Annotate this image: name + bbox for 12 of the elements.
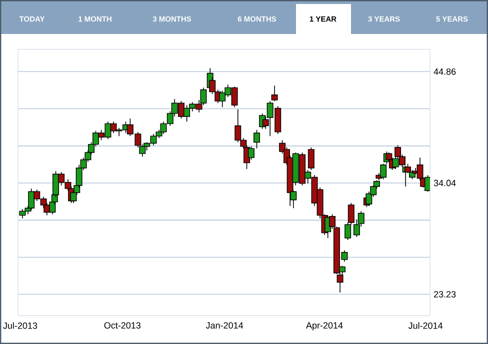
x-tick-label: Jan-2014: [206, 322, 244, 329]
x-tick-label: Apr-2014: [306, 322, 343, 330]
x-tick-label: Jul-2013: [3, 322, 38, 329]
candlestick: [271, 85, 278, 102]
candlestick: [248, 146, 254, 160]
y-tick-label: 23.23: [434, 291, 456, 298]
x-tick-label: Jul-2014: [408, 322, 443, 329]
y-tick-label: 44.86: [434, 68, 456, 75]
candlestick: [308, 146, 314, 170]
candlestick: [254, 129, 260, 149]
y-tick-label: 34.04: [434, 180, 456, 186]
x-tick-label: Oct-2013: [104, 322, 141, 329]
